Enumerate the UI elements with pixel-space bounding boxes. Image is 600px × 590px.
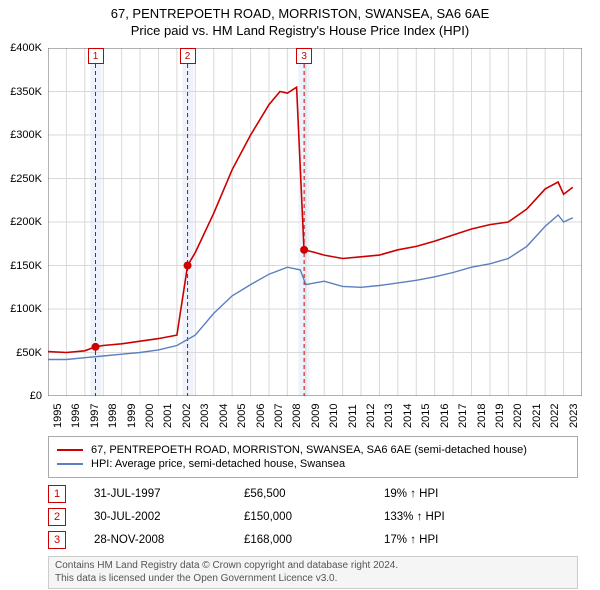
marker-pct: 133% ↑ HPI bbox=[384, 511, 504, 523]
x-tick-label: 2015 bbox=[420, 404, 432, 428]
y-axis-labels: £0£50K£100K£150K£200K£250K£300K£350K£400… bbox=[0, 48, 46, 396]
x-tick-label: 2004 bbox=[218, 404, 230, 428]
x-tick-label: 2006 bbox=[255, 404, 267, 428]
marker-num-box: 1 bbox=[48, 485, 66, 503]
y-tick-label: £50K bbox=[16, 347, 42, 359]
legend-label: HPI: Average price, semi-detached house,… bbox=[91, 458, 345, 470]
marker-num-box: 2 bbox=[48, 508, 66, 526]
x-tick-label: 1998 bbox=[107, 404, 119, 428]
x-tick-label: 2001 bbox=[162, 404, 174, 428]
x-tick-label: 2010 bbox=[328, 404, 340, 428]
chart-svg: 1 2 3 bbox=[48, 48, 582, 396]
footer-box: Contains HM Land Registry data © Crown c… bbox=[48, 556, 578, 589]
x-tick-label: 2021 bbox=[531, 404, 543, 428]
legend-item: HPI: Average price, semi-detached house,… bbox=[57, 458, 569, 470]
x-tick-label: 2022 bbox=[549, 404, 561, 428]
x-tick-label: 2009 bbox=[310, 404, 322, 428]
x-tick-label: 2005 bbox=[236, 404, 248, 428]
marker-num-box: 3 bbox=[48, 531, 66, 549]
marker-table: 1 31-JUL-1997£56,50019% ↑ HPI 2 30-JUL-2002… bbox=[48, 480, 578, 554]
marker-price: £56,500 bbox=[244, 488, 384, 500]
legend-box: 67, PENTREPOETH ROAD, MORRISTON, SWANSEA… bbox=[48, 436, 578, 478]
marker-row: 3 28-NOV-2008£168,00017% ↑ HPI bbox=[48, 531, 578, 549]
x-tick-label: 1997 bbox=[89, 404, 101, 428]
x-tick-label: 2014 bbox=[402, 404, 414, 428]
y-tick-label: £400K bbox=[10, 42, 42, 54]
x-tick-label: 1999 bbox=[126, 404, 138, 428]
footer-line-1: Contains HM Land Registry data © Crown c… bbox=[55, 560, 571, 573]
x-tick-label: 2017 bbox=[457, 404, 469, 428]
x-tick-label: 1996 bbox=[70, 404, 82, 428]
legend-swatch bbox=[57, 463, 83, 465]
x-tick-label: 2016 bbox=[439, 404, 451, 428]
x-tick-label: 2007 bbox=[273, 404, 285, 428]
x-tick-label: 2018 bbox=[476, 404, 488, 428]
x-tick-label: 2013 bbox=[383, 404, 395, 428]
x-tick-label: 2008 bbox=[291, 404, 303, 428]
title-block: 67, PENTREPOETH ROAD, MORRISTON, SWANSEA… bbox=[0, 0, 600, 38]
legend-swatch bbox=[57, 449, 83, 451]
x-tick-label: 2019 bbox=[494, 404, 506, 428]
y-tick-label: £350K bbox=[10, 86, 42, 98]
x-tick-label: 2003 bbox=[199, 404, 211, 428]
x-tick-label: 2023 bbox=[568, 404, 580, 428]
marker-date: 28-NOV-2008 bbox=[94, 534, 244, 546]
legend-label: 67, PENTREPOETH ROAD, MORRISTON, SWANSEA… bbox=[91, 444, 527, 456]
x-tick-label: 2002 bbox=[181, 404, 193, 428]
marker-pct: 19% ↑ HPI bbox=[384, 488, 504, 500]
marker-date: 30-JUL-2002 bbox=[94, 511, 244, 523]
x-tick-label: 2011 bbox=[347, 404, 359, 428]
marker-row: 2 30-JUL-2002£150,000133% ↑ HPI bbox=[48, 508, 578, 526]
marker-price: £168,000 bbox=[244, 534, 384, 546]
x-tick-label: 1995 bbox=[52, 404, 64, 428]
marker-price: £150,000 bbox=[244, 511, 384, 523]
y-tick-label: £300K bbox=[10, 129, 42, 141]
title-line-2: Price paid vs. HM Land Registry's House … bbox=[0, 23, 600, 38]
chart-flag-1: 1 bbox=[88, 48, 104, 64]
y-tick-label: £100K bbox=[10, 303, 42, 315]
x-tick-label: 2012 bbox=[365, 404, 377, 428]
marker-pct: 17% ↑ HPI bbox=[384, 534, 504, 546]
marker-row: 1 31-JUL-1997£56,50019% ↑ HPI bbox=[48, 485, 578, 503]
marker-date: 31-JUL-1997 bbox=[94, 488, 244, 500]
y-tick-label: £150K bbox=[10, 260, 42, 272]
legend-item: 67, PENTREPOETH ROAD, MORRISTON, SWANSEA… bbox=[57, 444, 569, 456]
chart-flag-3: 3 bbox=[296, 48, 312, 64]
x-tick-label: 2020 bbox=[512, 404, 524, 428]
title-line-1: 67, PENTREPOETH ROAD, MORRISTON, SWANSEA… bbox=[0, 6, 600, 21]
chart-plot-area: 1 2 3 bbox=[48, 48, 582, 396]
y-tick-label: £250K bbox=[10, 173, 42, 185]
chart-container: 67, PENTREPOETH ROAD, MORRISTON, SWANSEA… bbox=[0, 0, 600, 590]
x-tick-label: 2000 bbox=[144, 404, 156, 428]
x-axis-labels: 1995 1996 1997 1998 1999 2000 2001 2002 2003 2004… bbox=[48, 398, 582, 432]
footer-line-2: This data is licensed under the Open Gov… bbox=[55, 573, 571, 586]
chart-flag-2: 2 bbox=[180, 48, 196, 64]
y-tick-label: £0 bbox=[30, 390, 42, 402]
y-tick-label: £200K bbox=[10, 216, 42, 228]
